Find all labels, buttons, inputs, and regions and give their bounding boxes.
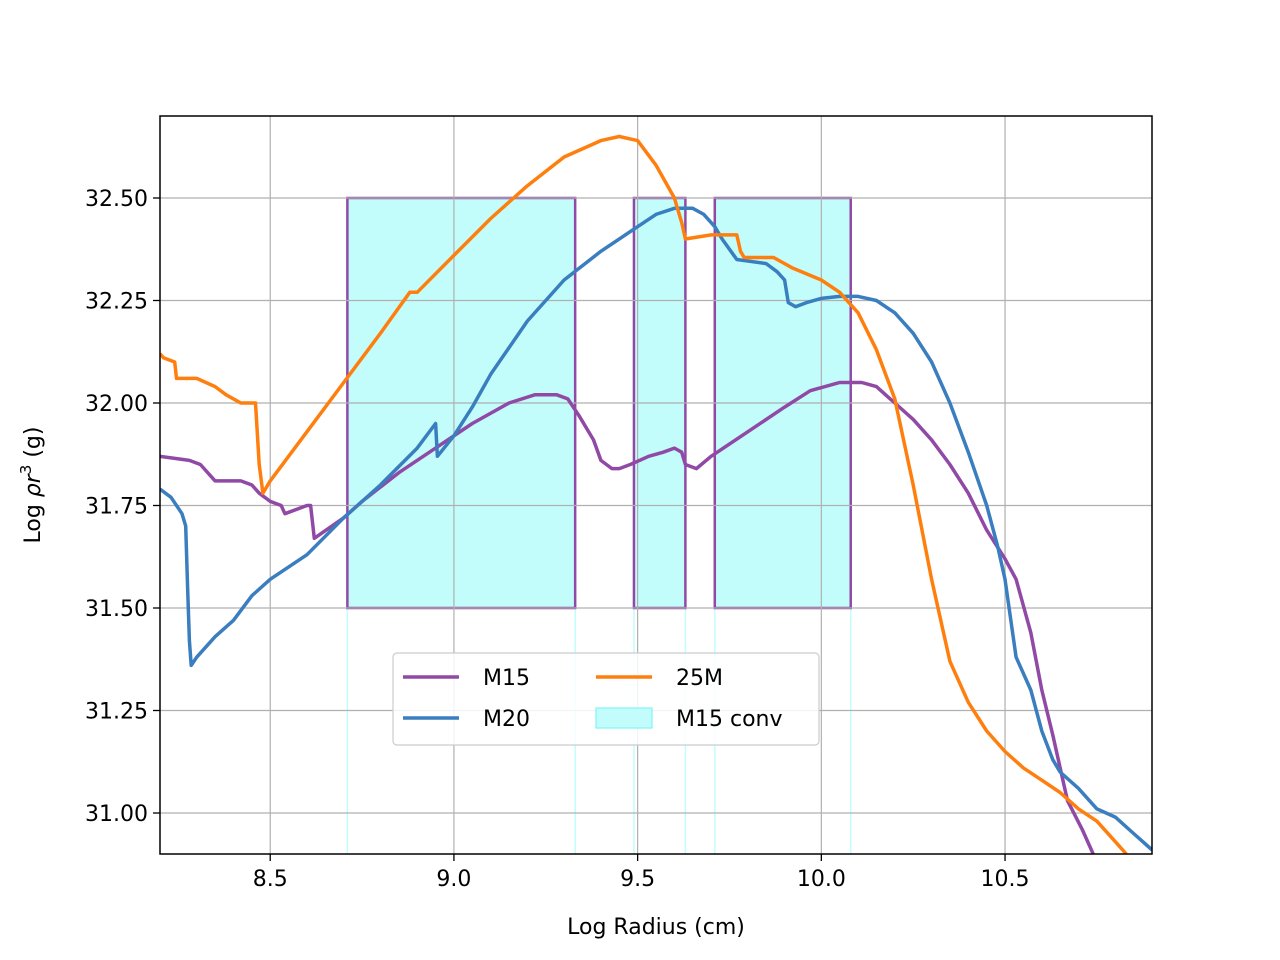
series-line-m20 — [160, 206, 1152, 852]
x-tick-label-4: 10.5 — [981, 867, 1030, 892]
y-tick-label-0: 31.00 — [85, 802, 148, 827]
x-tick-label-0: 8.5 — [253, 867, 288, 892]
y-tick-label-4: 32.00 — [85, 392, 148, 417]
plot-frame — [159, 115, 1153, 855]
legend-label-2: 25M — [676, 666, 723, 691]
y-tick-label-3: 31.75 — [85, 495, 148, 520]
axis-ticks: 8.5 9.0 9.5 10.0 10.5 31.00 31.25 31.50 31.75 32.… — [85, 187, 1030, 892]
x-tick-label-1: 9.0 — [436, 867, 471, 892]
y-tick-label-2: 31.50 — [85, 597, 148, 622]
y-tick-label-1: 31.25 — [85, 700, 148, 725]
convective-regions — [346, 196, 852, 854]
series-line-m15 — [160, 380, 1095, 854]
series-lines — [160, 134, 1152, 854]
legend-label-3: M15 conv — [676, 707, 783, 732]
x-tick-label-2: 9.5 — [620, 867, 655, 892]
y-tick-label-5: 32.25 — [85, 290, 148, 315]
x-tick-label-3: 10.0 — [797, 867, 846, 892]
legend-swatch-conv — [595, 707, 653, 729]
y-tick-label-6: 32.50 — [85, 187, 148, 212]
y-axis-label: Log ρr3 (g) — [17, 427, 46, 544]
legend-box — [392, 652, 820, 746]
legend-label-0: M15 — [483, 666, 530, 691]
legend-label-1: M20 — [483, 707, 530, 732]
series-line-25m — [160, 134, 1128, 854]
x-axis-label: Log Radius (cm) — [567, 915, 745, 940]
legend: M15 M20 25M M15 conv — [392, 652, 820, 746]
